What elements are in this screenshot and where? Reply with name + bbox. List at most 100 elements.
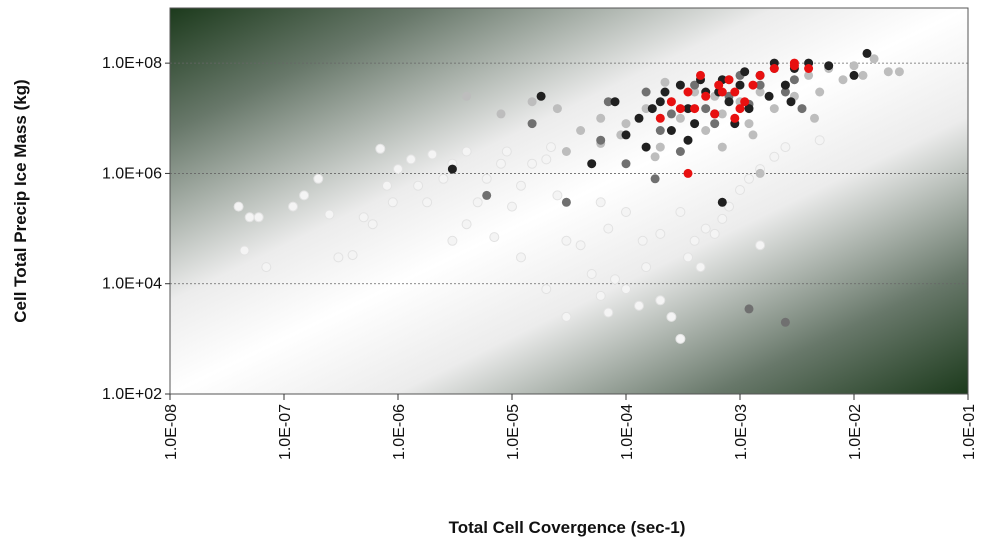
data-point-light-gray (462, 91, 472, 101)
data-point-white (546, 142, 556, 153)
data-point-light-gray (883, 67, 893, 77)
data-point-white (769, 151, 780, 162)
data-point-black (724, 97, 734, 107)
data-point-white (367, 219, 378, 230)
data-point-white (641, 262, 652, 273)
data-point-dark-gray (701, 104, 711, 114)
data-point-white (447, 235, 458, 246)
data-point-white (333, 252, 344, 263)
data-point-light-gray (552, 104, 562, 114)
data-point-light-gray (621, 119, 631, 129)
data-point-black (764, 91, 774, 101)
data-point-white (621, 207, 631, 217)
data-point-dark-gray (797, 104, 807, 114)
data-point-white (541, 284, 552, 295)
data-point-white (382, 180, 392, 191)
data-point-red (666, 97, 676, 107)
data-point-white (288, 201, 298, 212)
data-point-white (239, 245, 250, 256)
data-point-black (740, 67, 750, 77)
data-point-white (313, 173, 324, 184)
y-tick-label: 1.0E+04 (102, 276, 162, 293)
data-point-white (387, 197, 398, 208)
data-point-red (740, 97, 750, 107)
data-point-white (675, 207, 686, 217)
data-point-light-gray (838, 75, 848, 85)
data-point-white (595, 197, 606, 208)
data-point-red (683, 87, 693, 97)
x-axis-title: Total Cell Covergence (sec-1) (449, 518, 686, 537)
data-point-light-gray (717, 109, 727, 119)
data-point-black (666, 126, 676, 135)
data-point-red (804, 64, 814, 73)
data-point-white (695, 262, 706, 273)
data-point-black (634, 113, 644, 123)
data-point-light-gray (496, 109, 506, 119)
x-tick-label: 1.0E-06 (391, 404, 408, 460)
data-point-white (603, 307, 614, 318)
data-point-white (637, 235, 648, 246)
data-point-white (689, 235, 700, 246)
x-tick-label: 1.0E-08 (163, 404, 180, 460)
data-point-dark-gray (780, 317, 790, 327)
data-point-white (575, 240, 586, 251)
data-point-white (634, 300, 644, 311)
y-axis-title: Cell Total Precip Ice Mass (kg) (11, 79, 30, 322)
data-point-dark-gray (561, 197, 571, 207)
data-point-black (587, 159, 597, 169)
data-point-light-gray (858, 70, 868, 80)
data-point-white (527, 158, 538, 169)
data-point-red (735, 104, 745, 114)
data-point-black (690, 119, 700, 129)
data-point-white (683, 252, 693, 263)
data-point-white (655, 228, 666, 239)
data-point-white (755, 240, 766, 251)
data-point-white (406, 154, 416, 165)
data-point-white (438, 173, 449, 184)
data-point-black (447, 164, 457, 174)
data-point-white (393, 164, 403, 175)
data-point-light-gray (810, 113, 819, 123)
data-points (233, 48, 904, 344)
y-tick-label: 1.0E+08 (102, 55, 162, 72)
data-point-white (541, 154, 552, 165)
data-point-black (621, 130, 631, 140)
data-point-red (717, 87, 727, 97)
data-point-black (862, 48, 872, 58)
y-tick-label: 1.0E+06 (102, 165, 162, 182)
data-point-black (744, 104, 754, 114)
data-point-red (748, 80, 758, 90)
data-point-white (516, 180, 526, 191)
data-point-dark-gray (527, 119, 537, 129)
data-point-light-gray (576, 126, 586, 135)
data-point-black (675, 80, 685, 90)
x-tick-label: 1.0E-01 (961, 404, 978, 460)
data-point-dark-gray (710, 119, 720, 129)
data-point-white (261, 262, 272, 273)
data-point-dark-gray (675, 147, 685, 156)
plot-border (169, 7, 969, 395)
data-point-dark-gray (655, 126, 665, 135)
x-tick-label: 1.0E-02 (847, 404, 864, 460)
data-point-light-gray (561, 147, 571, 156)
data-point-white (655, 295, 666, 306)
data-point-light-gray (804, 70, 814, 80)
data-point-red (710, 109, 720, 119)
data-point-black (735, 80, 745, 90)
data-point-white (516, 252, 526, 263)
data-point-red (730, 87, 740, 97)
grid-lines (170, 62, 968, 285)
axes: 1.0E-08 1.0E-07 1.0E-06 1.0E-05 1.0E-04 1.0E-… (102, 55, 978, 460)
data-point-light-gray (660, 77, 670, 87)
data-point-white (375, 143, 386, 154)
data-point-black (660, 87, 670, 97)
data-point-white (422, 197, 433, 208)
data-point-light-gray (815, 87, 825, 97)
data-point-white (501, 146, 512, 157)
data-point-light-gray (755, 168, 765, 178)
data-point-white (496, 158, 506, 169)
data-point-red (655, 113, 665, 123)
data-point-light-gray (894, 67, 904, 77)
data-point-black (641, 142, 651, 152)
